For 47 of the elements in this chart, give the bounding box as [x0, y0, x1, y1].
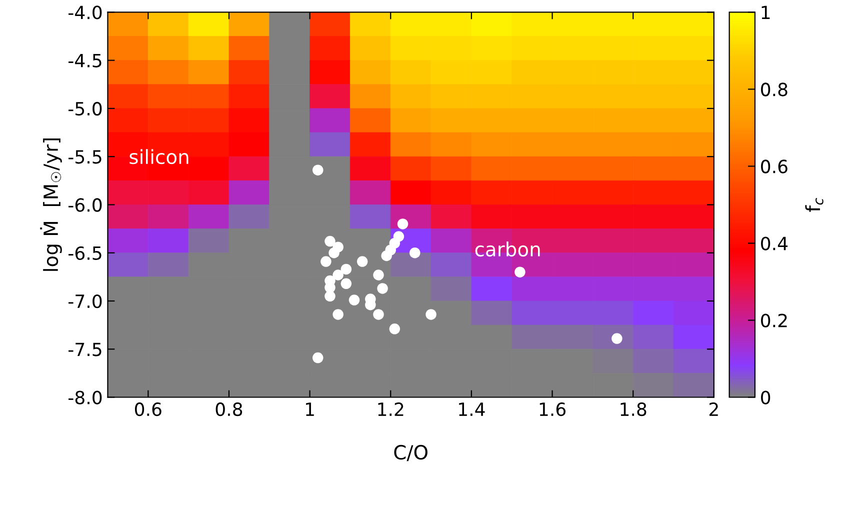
color-bar-label: 0: [761, 390, 770, 404]
color-bar-label: 0.4: [761, 236, 788, 250]
y-tick-label: -5.0: [68, 102, 102, 116]
point: [332, 270, 344, 280]
color-bar-label: 0.2: [761, 314, 787, 328]
y-tick-label: -4.5: [68, 54, 102, 68]
color-bar-label: 1: [762, 6, 770, 20]
point: [312, 164, 324, 176]
x-tick-label: 0.6: [134, 402, 162, 416]
annotation: carbon: [475, 242, 540, 257]
y-tick-label: -5.5: [68, 150, 102, 164]
x-tick-label: 1.8: [620, 402, 646, 416]
point: [373, 270, 384, 280]
point: [312, 352, 324, 364]
x-tick-label: 1: [306, 402, 314, 416]
y-tick-label: -8.0: [68, 390, 102, 404]
color-bar-title: f$_{c}$: [805, 198, 824, 212]
x-tick-label: 2: [710, 402, 718, 416]
x-axis-title: C/O: [394, 444, 428, 462]
point: [328, 247, 340, 258]
x-tick-label: 1.6: [540, 402, 566, 416]
point: [381, 250, 392, 262]
y-tick-label: -4.0: [68, 6, 102, 20]
point: [377, 283, 388, 294]
point: [332, 309, 344, 320]
y-tick-label: -6.0: [68, 198, 102, 212]
y-axis-title: log Ṁ [M$_{☉}$/yr]: [40, 138, 62, 271]
point: [348, 294, 360, 306]
point: [514, 266, 526, 278]
point: [356, 256, 368, 267]
x-tick-label: 1.4: [459, 402, 485, 416]
point: [426, 309, 436, 320]
y-tick-label: -6.5: [68, 246, 102, 260]
x-tick-label: 0.8: [216, 402, 242, 416]
point: [397, 218, 408, 230]
point: [389, 324, 400, 334]
annotation: silicon: [130, 149, 188, 164]
x-tick-label: 1.2: [378, 402, 404, 416]
color-bar-label: 0.6: [761, 160, 788, 174]
point: [324, 290, 336, 302]
point: [409, 247, 420, 258]
y-tick-label: -7.0: [68, 294, 102, 308]
point: [340, 264, 352, 275]
point: [340, 278, 352, 290]
y-tick-label: -7.5: [68, 342, 102, 356]
point: [373, 309, 384, 320]
color-bar-label: 0.8: [761, 82, 788, 96]
